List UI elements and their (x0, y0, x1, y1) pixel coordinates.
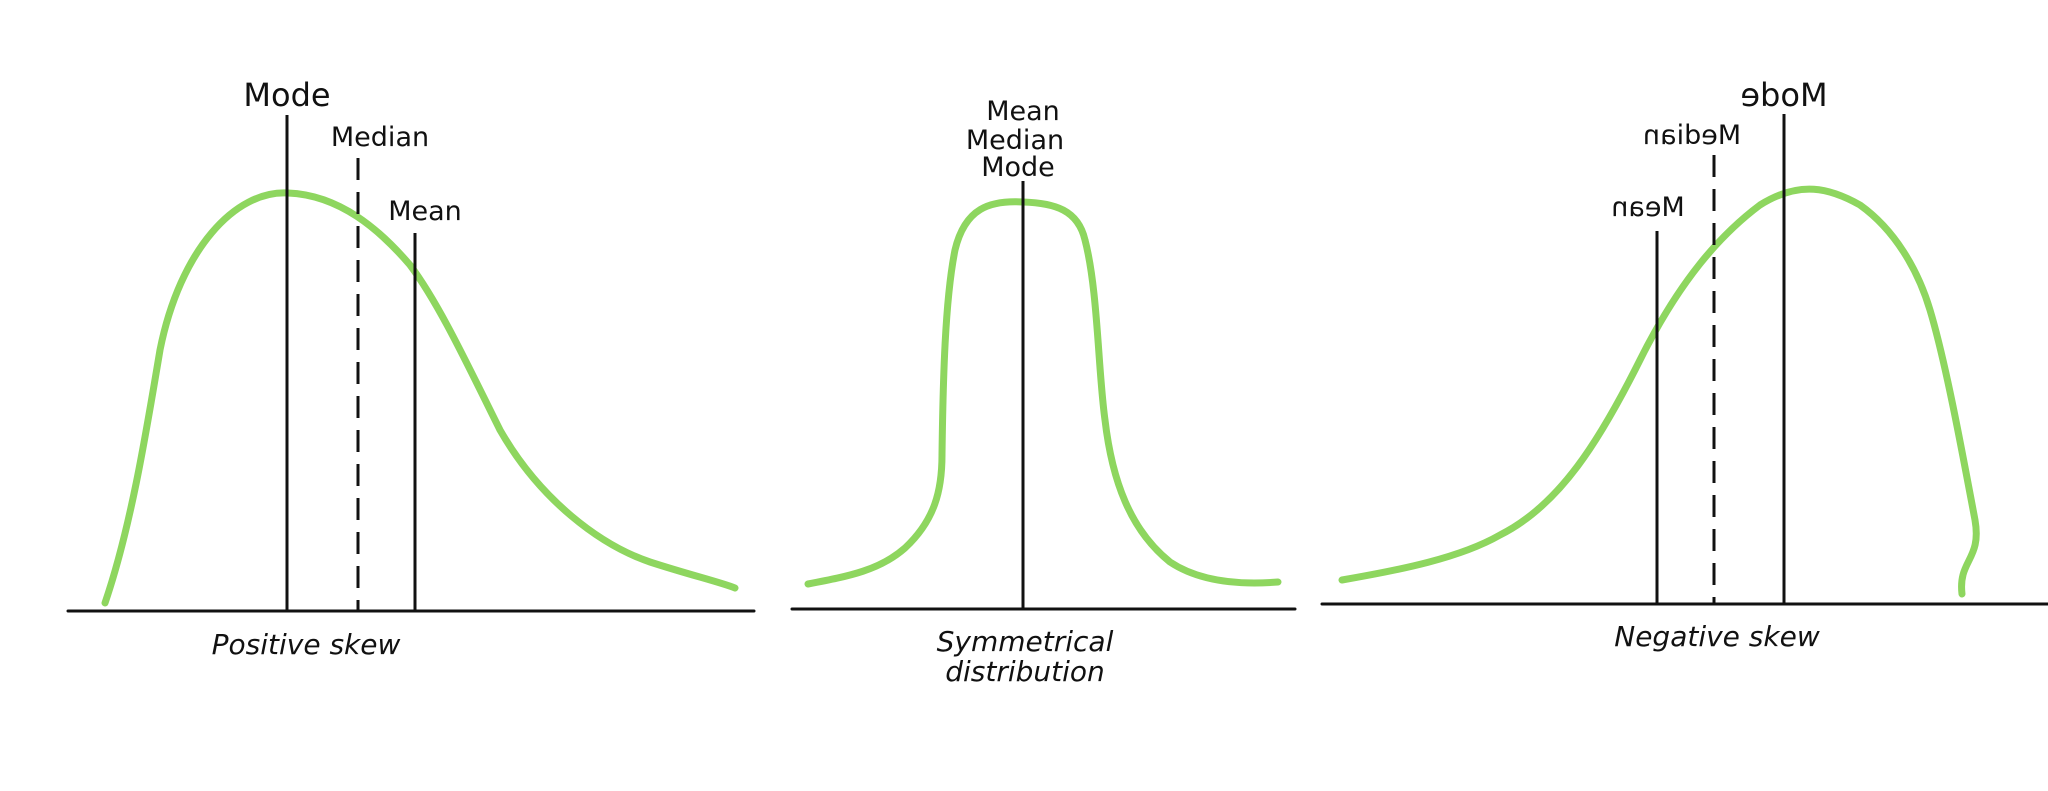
negative-skew-curve (1338, 185, 1980, 598)
median-label: Median (966, 125, 1064, 156)
median-label: Median (331, 122, 429, 153)
mode-label-group: Mode (1740, 76, 1827, 114)
panel-symmetrical: Mean Median Mode Symmetrical distributio… (790, 96, 1297, 688)
mode-label: Mode (981, 152, 1055, 183)
symmetrical-curve (804, 198, 1282, 588)
panel-negative-skew: Mode Median Mean Negative skew (1320, 76, 2048, 653)
median-label: Median (1643, 120, 1741, 151)
caption-positive-skew: Positive skew (212, 628, 401, 661)
mode-label: Mode (243, 76, 330, 114)
median-label-group: Median (1643, 120, 1741, 151)
caption-symmetrical-line1: Symmetrical (937, 625, 1114, 658)
panel-positive-skew: Mode Median Mean Positive skew (66, 76, 756, 661)
mean-label: Mean (1611, 192, 1685, 223)
mean-label-group: Mean (1611, 192, 1685, 223)
mean-label: Mean (986, 96, 1060, 127)
positive-skew-curve (101, 189, 739, 607)
mode-label: Mode (1740, 76, 1827, 114)
caption-symmetrical-line2: distribution (945, 655, 1105, 688)
mean-label: Mean (388, 196, 462, 227)
caption-negative-skew: Negative skew (1614, 620, 1820, 653)
